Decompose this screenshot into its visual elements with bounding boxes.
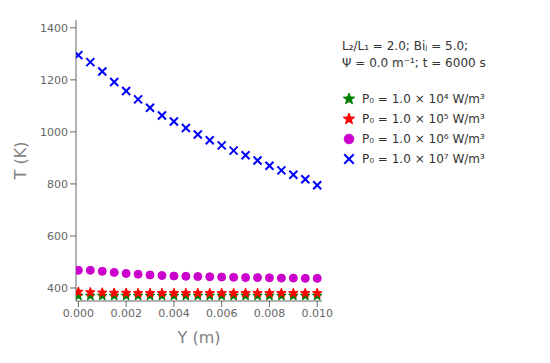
html-text:P₀ = 1.0 × 10⁷ W/m³: P₀ = 1.0 × 10⁷ W/m³ — [362, 152, 485, 166]
svg-text:0.006: 0.006 — [206, 307, 238, 320]
svg-text:T (K): T (K) — [11, 142, 30, 181]
html-text:P₀ = 1.0 × 10⁶ W/m³: P₀ = 1.0 × 10⁶ W/m³ — [362, 132, 485, 146]
html-text:Ψ = 0.0 m⁻¹; t = 6000 s: Ψ = 0.0 m⁻¹; t = 6000 s — [342, 56, 486, 70]
svg-text:1000: 1000 — [40, 126, 68, 139]
svg-text:1200: 1200 — [40, 74, 68, 87]
svg-text:0.010: 0.010 — [301, 307, 333, 320]
svg-text:Y (m): Y (m) — [177, 328, 221, 347]
html-text:P₀ = 1.0 × 10⁴ W/m³: P₀ = 1.0 × 10⁴ W/m³ — [362, 92, 485, 106]
html-text:P₀ = 1.0 × 10⁵ W/m³: P₀ = 1.0 × 10⁵ W/m³ — [362, 112, 485, 126]
svg-text:800: 800 — [47, 178, 68, 191]
svg-text:400: 400 — [47, 282, 68, 295]
html-text:L₂/L₁ = 2.0; Biⱼ = 5.0;: L₂/L₁ = 2.0; Biⱼ = 5.0; — [342, 39, 469, 53]
svg-text:1400: 1400 — [40, 22, 68, 35]
svg-text:600: 600 — [47, 230, 68, 243]
svg-text:0.004: 0.004 — [158, 307, 190, 320]
svg-text:0.002: 0.002 — [110, 307, 142, 320]
svg-text:0.008: 0.008 — [254, 307, 286, 320]
svg-text:0.000: 0.000 — [63, 307, 95, 320]
